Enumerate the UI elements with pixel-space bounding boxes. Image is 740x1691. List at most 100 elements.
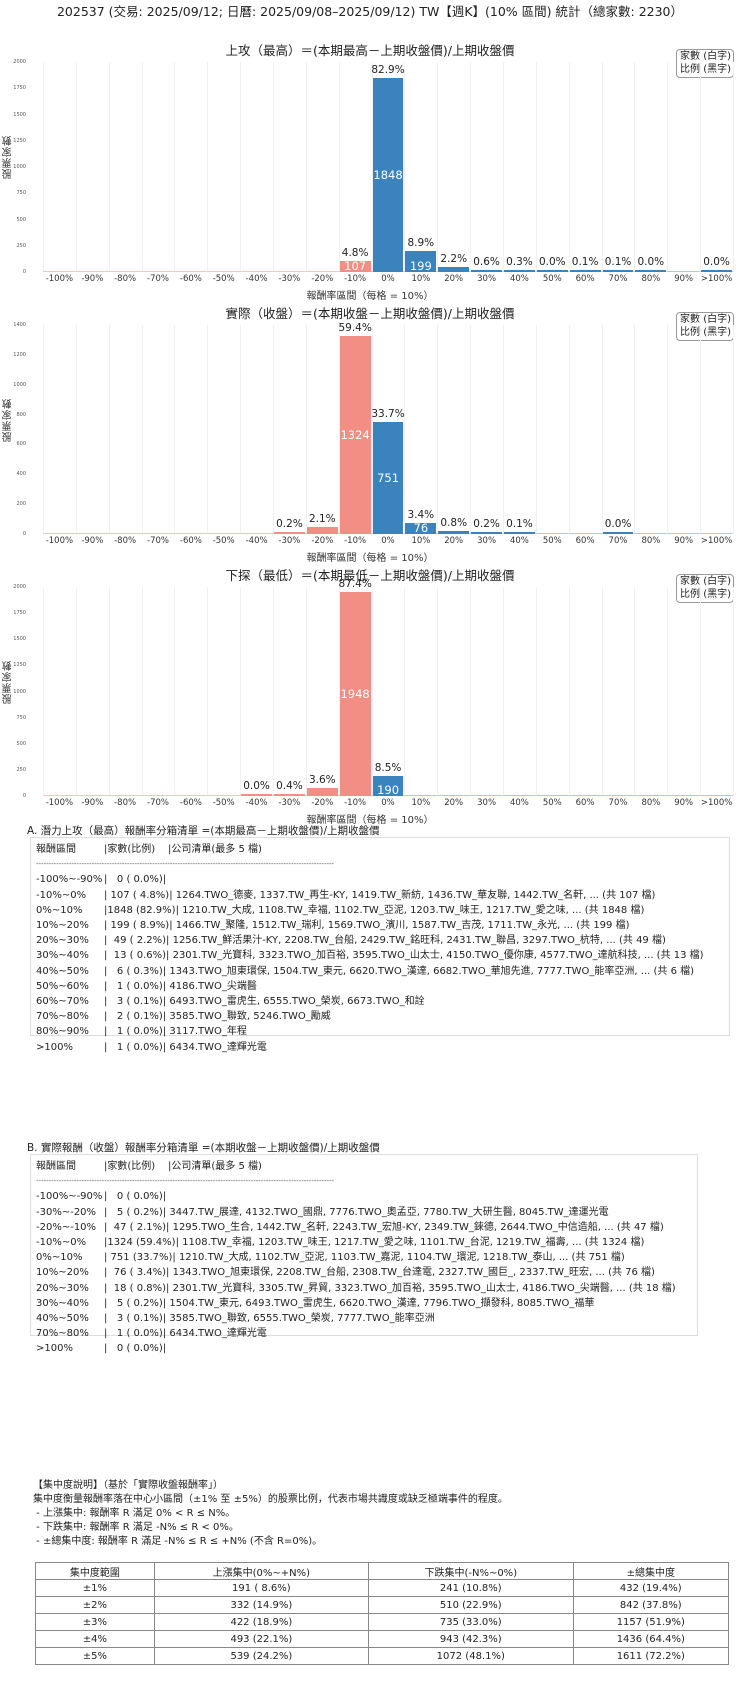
gridline [667, 62, 669, 272]
x-tick: >100% [700, 798, 733, 808]
bar [471, 794, 502, 796]
gridline [601, 62, 603, 272]
row-range: 50%~60% [36, 980, 89, 992]
gridline [503, 587, 504, 796]
row-count: |1848 (82.9%) [104, 904, 176, 916]
x-tick: -20% [311, 536, 334, 546]
x-tick: 10% [411, 798, 431, 808]
table-cell: ±1% [35, 1579, 155, 1597]
bar: 190 8.5% [372, 762, 404, 797]
bar-percent-label: 33.7% [371, 407, 405, 420]
row-companies: | 6493.TWO_雷虎生, 6555.TWO_榮炭, 6673.TWO_和詮 [162, 996, 425, 1008]
y-tick: 1500 [13, 636, 26, 643]
y-tick: 1500 [13, 111, 26, 118]
gridline [240, 587, 242, 796]
bar: 76 3.4% [405, 509, 437, 535]
gridline [535, 325, 537, 534]
bar: 199 8.9% [405, 237, 437, 273]
gridline [634, 325, 636, 534]
gridline [503, 325, 504, 534]
gridline [273, 325, 274, 534]
page-title: 202537 (交易: 2025/09/12; 日曆: 2025/09/08–2… [56, 4, 684, 19]
row-count: | 2 ( 0.1%) [104, 1011, 163, 1023]
bar-percent-label: 0.1% [571, 256, 599, 268]
y-tick: 250 [16, 766, 26, 773]
bar: 0.1% [602, 256, 634, 272]
gridline [240, 325, 242, 534]
column-header: 上漲集中(0%~+N%) [153, 1562, 369, 1580]
y-tick: 2000 [13, 584, 26, 590]
section-a-title: A. 潛力上攻（最高）報酬率分箱清單 =(本期最高－上期收盤價)/上期收盤價 [27, 825, 380, 837]
row-range: 10%~20% [36, 920, 89, 932]
row-range: 30%~40% [36, 950, 89, 962]
list-row: 80%~90% | 1 ( 0.0%)| 3117.TWO_年程 [36, 1024, 724, 1039]
bar-percent-label: 0.1% [506, 518, 533, 530]
bar [701, 532, 732, 534]
row-companies: | [162, 874, 167, 886]
gridline [733, 587, 734, 796]
bar [44, 532, 75, 534]
table-cell: 842 (37.8%) [572, 1596, 730, 1614]
bar-percent-label: 0.3% [506, 256, 533, 268]
gridline [503, 62, 504, 272]
chart-legend: 家數 (白字) 比例 (黑字) [676, 574, 734, 603]
y-tick: 1000 [13, 381, 26, 388]
bar [635, 794, 667, 796]
x-tick: -100% [45, 536, 74, 546]
bar: 3.6% [306, 774, 338, 796]
gridline [667, 325, 669, 534]
x-tick: 90% [674, 274, 694, 284]
gridline [75, 587, 77, 796]
gridline [371, 587, 373, 796]
list-row: 40%~50% | 3 ( 0.1%)| 3585.TWO_聯致, 6555.TW… [36, 1311, 692, 1326]
x-tick: -60% [179, 798, 202, 808]
gridline [601, 325, 603, 534]
table-cell: 241 (10.8%) [367, 1579, 574, 1597]
bar [668, 270, 700, 272]
row-range: -100%~-90% [36, 1191, 103, 1203]
row-range: 40%~50% [36, 1313, 89, 1325]
row-companies: | 1343.TWO_旭東環保, 1504.TW_東元, 6620.TWO_漢達… [162, 965, 695, 977]
row-companies: | 1210.TW_大成, 1102.TW_亞泥, 1103.TW_嘉泥, 11… [172, 1252, 625, 1264]
list-row: 0%~10% | 751 (33.7%)| 1210.TW_大成, 1102.TW… [36, 1250, 692, 1265]
section-a-list: 報酬區間 |家數(比例) |公司清單(最多 5 檔) ----------------… [30, 837, 730, 1053]
gridline [404, 587, 406, 796]
x-axis-label: 報酬率區間（每格 = 10%） [306, 291, 434, 302]
x-tick: -10% [344, 274, 367, 284]
y-tick: 1200 [13, 351, 26, 358]
bar-percent-label: 2.2% [440, 252, 468, 265]
legend-count-label: 家數 (白字) [680, 576, 731, 587]
row-range: 0%~10% [36, 1252, 83, 1264]
y-axis-label: 股票家數 [3, 397, 14, 442]
bar-percent-label: 59.4% [338, 322, 372, 335]
gridline [700, 62, 702, 272]
section-b-title: B. 實際報酬（收盤）報酬率分箱清單 =(本期收盤－上期收盤價)/上期收盤價 [27, 1142, 380, 1154]
gridline [437, 62, 439, 272]
header-count: |家數(比例) [104, 1161, 156, 1172]
list-row: -100%~-90% | 0 ( 0.0%)| [36, 872, 724, 887]
x-tick: -50% [212, 536, 235, 546]
bar [109, 794, 141, 796]
x-tick: -80% [114, 274, 137, 284]
row-companies: | 4186.TWO_尖端醫 [162, 980, 257, 992]
row-companies: | 1343.TWO_旭東環保, 2208.TW_台船, 2308.TW_台達電… [166, 1267, 655, 1279]
header-companies: |公司清單(最多 5 檔) [168, 844, 262, 855]
row-count: | 18 ( 0.8%) [104, 1282, 167, 1294]
gridline [535, 62, 537, 272]
table-cell: 1436 (64.4%) [572, 1630, 730, 1648]
bar-percent-label: 87.4% [338, 578, 372, 591]
x-tick: 50% [542, 798, 562, 808]
row-range: -10%~0% [36, 889, 87, 901]
gridline [273, 587, 274, 796]
x-tick: -30% [278, 274, 301, 284]
gridline [207, 325, 209, 534]
table-row: ±4% 493 (22.1%) 943 (42.3%) 1436 (64.4%) [35, 1630, 730, 1648]
bar: 0.0% [635, 256, 667, 272]
bar [142, 794, 174, 796]
gridline [141, 62, 143, 272]
table-row: ±1% 191 ( 8.6%) 241 (10.8%) 432 (19.4%) [35, 1579, 730, 1597]
bar [635, 532, 667, 534]
table-cell: ±2% [35, 1596, 155, 1614]
y-tick: 500 [16, 216, 26, 223]
list-header: 報酬區間 |家數(比例) |公司清單(最多 5 檔) [36, 842, 724, 857]
